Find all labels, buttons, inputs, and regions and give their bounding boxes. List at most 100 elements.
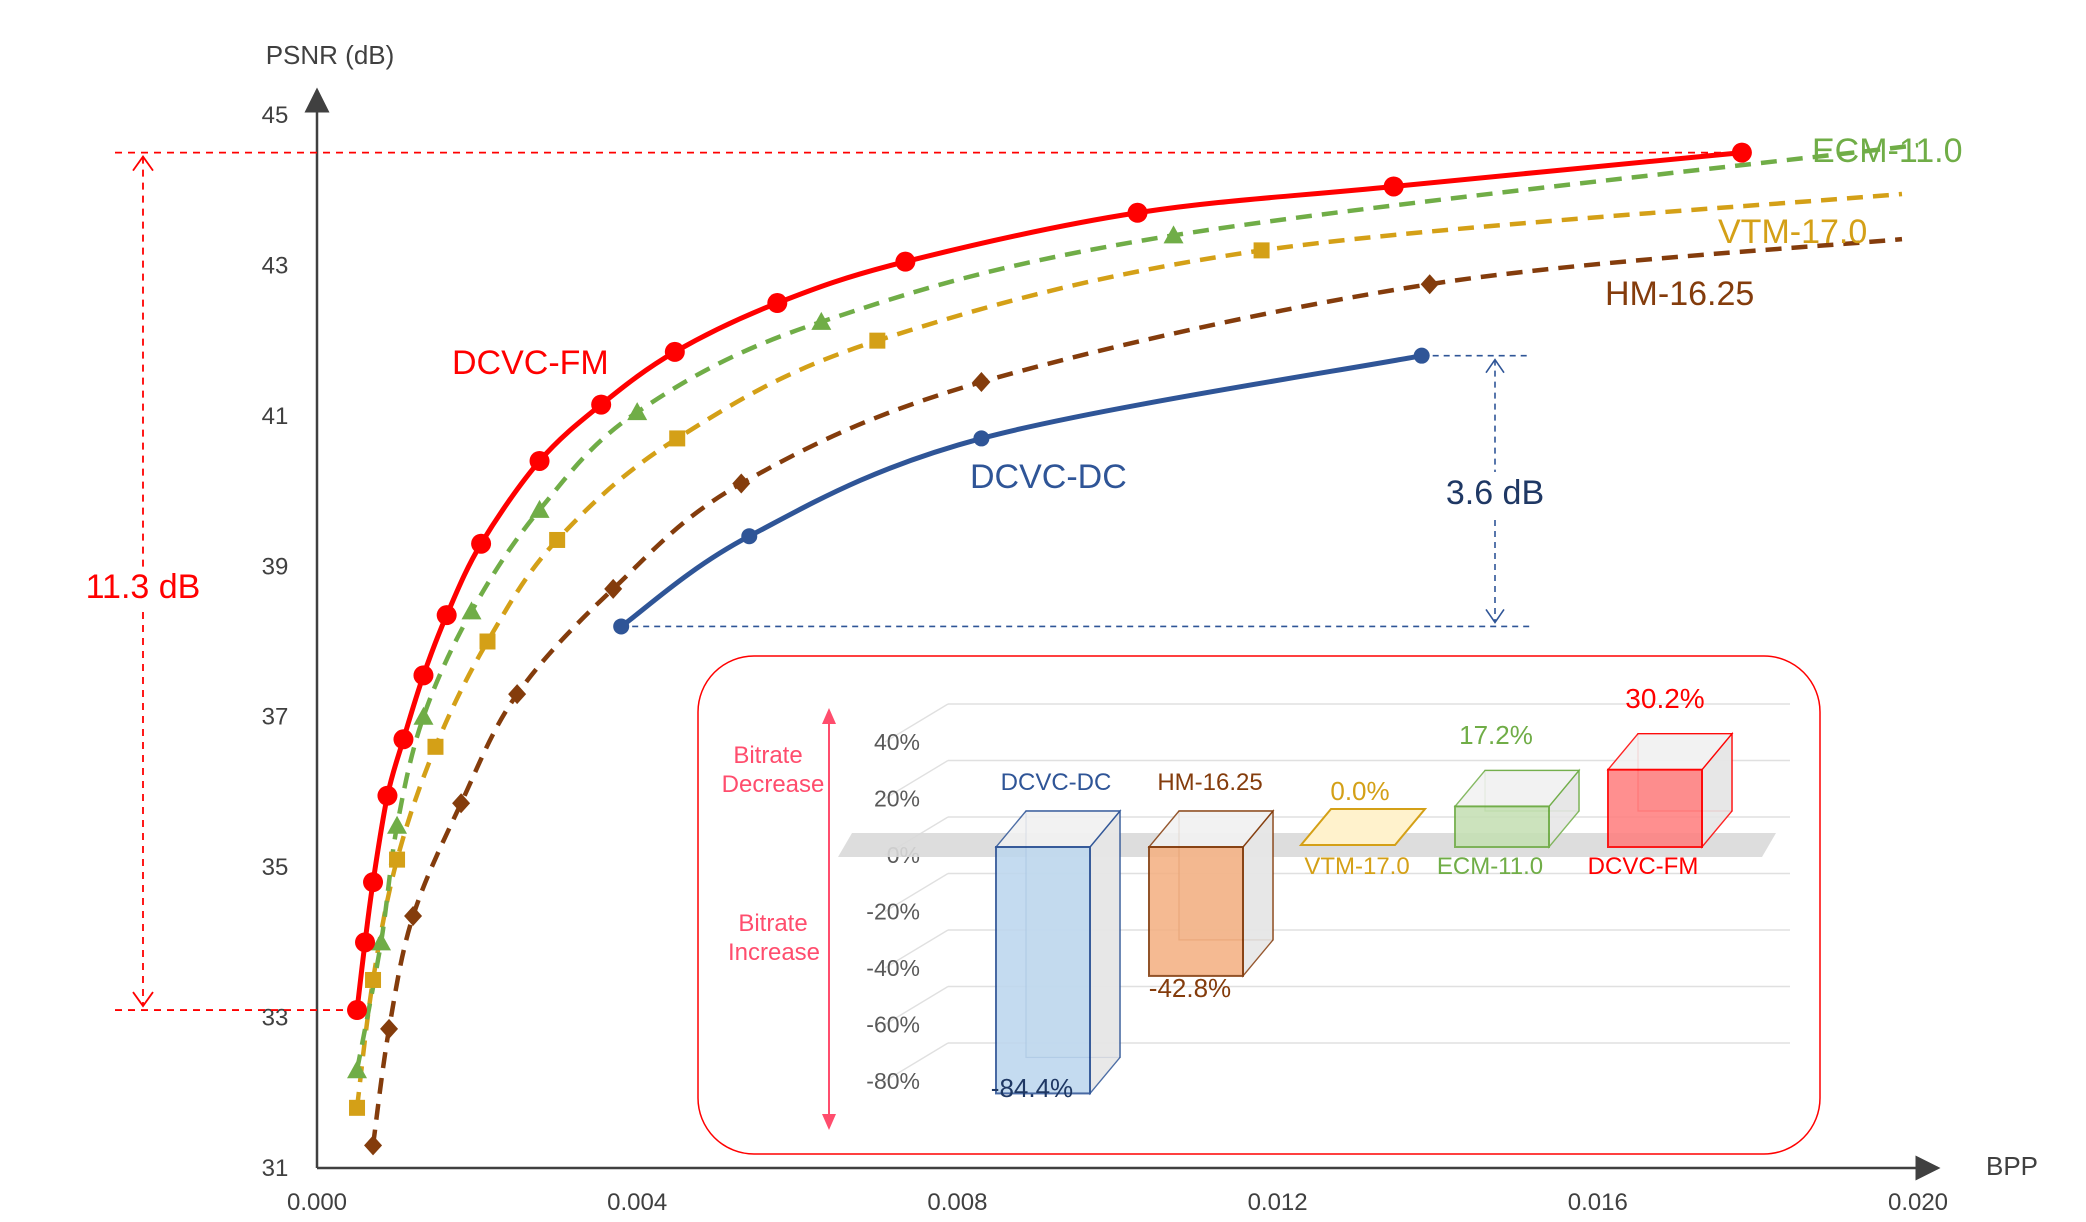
data-point-hm-16.25 <box>604 578 623 599</box>
data-point-dcvc-fm <box>355 932 376 953</box>
y-tick-label: 33 <box>262 1005 289 1032</box>
data-point-ecm-11.0 <box>811 311 832 330</box>
bar-dcvc-dc-side <box>1089 809 1121 1096</box>
bar-hm-16.25 <box>1148 846 1244 977</box>
bar-vtm-17.0 <box>1298 808 1428 846</box>
inset-tick-label: -80% <box>866 1068 920 1094</box>
data-point-dcvc-fm <box>471 533 492 554</box>
inset-tick-label: 40% <box>874 729 920 755</box>
y-tick-label: 31 <box>262 1155 289 1182</box>
data-point-vtm-17.0 <box>669 430 686 447</box>
data-point-ecm-11.0 <box>413 706 434 725</box>
x-tick-label: 0.012 <box>1248 1189 1308 1216</box>
data-point-hm-16.25 <box>452 793 471 814</box>
inset-gridline <box>884 1042 949 1082</box>
arrowhead-icon <box>1485 609 1505 624</box>
bar-category-label: ECM-11.0 <box>1437 853 1543 880</box>
data-point-dcvc-fm <box>393 729 414 750</box>
gap-annotations <box>115 151 1742 1011</box>
bar-ecm-11.0 <box>1454 805 1550 848</box>
data-point-vtm-17.0 <box>389 851 406 868</box>
series-line-vtm-17.0 <box>354 191 1903 1109</box>
bar-category-label: HM-16.25 <box>1157 769 1262 796</box>
data-point-vtm-17.0 <box>427 738 444 755</box>
axes <box>304 87 1941 1181</box>
x-axis-title: BPP <box>1986 1151 2038 1181</box>
data-point-vtm-17.0 <box>365 971 382 988</box>
data-point-hm-16.25 <box>732 473 751 494</box>
data-point-hm-16.25 <box>508 684 527 705</box>
inset-tick-label: -60% <box>866 1012 920 1038</box>
data-point-hm-16.25 <box>972 372 991 393</box>
data-point-vtm-17.0 <box>349 1099 366 1116</box>
series-labels: DCVC-FM ECM-11.0 VTM-17.0 HM-16.25 DCVC-DC <box>452 132 1963 496</box>
data-point-ecm-11.0 <box>347 1060 368 1079</box>
data-point-dcvc-fm <box>347 1000 368 1021</box>
data-point-ecm-11.0 <box>529 499 550 518</box>
data-point-vtm-17.0 <box>869 332 886 349</box>
bitrate-side-label: Decrease <box>722 771 825 798</box>
bitrate-side-label: Bitrate <box>733 742 802 769</box>
data-point-ecm-11.0 <box>461 601 482 620</box>
data-point-dcvc-dc <box>613 618 630 635</box>
data-point-dcvc-fm <box>377 785 398 806</box>
y-tick-label: 41 <box>262 403 289 430</box>
series-label-vtm: VTM-17.0 <box>1718 213 1867 251</box>
inset-gridline <box>884 929 949 969</box>
tick-labels: 0.000 0.004 0.008 0.012 0.016 0.020 31 33 35 37 39… <box>262 102 1948 1216</box>
series-markers <box>347 142 1752 1156</box>
bar-value-label: 17.2% <box>1459 720 1533 750</box>
data-point-dcvc-dc <box>973 430 990 447</box>
arrowhead-icon <box>1485 358 1505 374</box>
arrowhead-icon <box>132 991 154 1008</box>
bar-value-label: 0.0% <box>1330 776 1389 806</box>
series-label-dcvc-dc: DCVC-DC <box>970 458 1127 496</box>
y-tick-label: 45 <box>262 102 289 129</box>
x-tick-label: 0.008 <box>927 1189 987 1216</box>
bar-category-label: VTM-17.0 <box>1304 853 1409 880</box>
data-point-dcvc-fm <box>1731 142 1752 163</box>
bar-category-label: DCVC-FM <box>1588 853 1699 880</box>
data-point-hm-16.25 <box>364 1135 383 1156</box>
data-point-dcvc-fm <box>664 341 685 362</box>
x-tick-label: 0.020 <box>1888 1189 1948 1216</box>
y-tick-label: 37 <box>262 704 289 731</box>
series-line-ecm-11.0 <box>354 142 1919 1071</box>
bar-dcvc-fm <box>1607 768 1703 848</box>
arrowhead-icon <box>822 1114 836 1130</box>
arrowhead-icon <box>132 155 154 172</box>
series-label-hm: HM-16.25 <box>1605 275 1754 313</box>
data-point-hm-16.25 <box>380 1018 399 1039</box>
inset-gridline <box>884 703 949 743</box>
bar-dcvc-dc <box>995 846 1091 1095</box>
data-point-dcvc-fm <box>413 665 434 686</box>
data-point-dcvc-dc <box>741 528 758 545</box>
inset-tick-label: -20% <box>866 899 920 925</box>
series-label-dcvc-fm: DCVC-FM <box>452 344 609 382</box>
inset-gridline <box>884 759 949 800</box>
y-tick-label: 43 <box>262 252 289 279</box>
series-line-dcvc-dc <box>619 353 1423 629</box>
data-point-hm-16.25 <box>404 906 423 927</box>
inset-tick-label: 20% <box>874 786 920 812</box>
inset-tick-label: -40% <box>866 955 920 981</box>
x-tick-label: 0.016 <box>1568 1189 1628 1216</box>
gap-label-right: 3.6 dB <box>1446 474 1544 512</box>
x-tick-label: 0.000 <box>287 1189 347 1216</box>
y-tick-label: 35 <box>262 854 289 881</box>
y-tick-label: 39 <box>262 553 289 580</box>
bitrate-inset: 40%20%0%-20%-40%-60%-80%BitrateDecreaseB… <box>697 655 1821 1155</box>
data-point-dcvc-fm <box>591 394 612 415</box>
data-point-dcvc-fm <box>767 293 788 314</box>
y-axis-title: PSNR (dB) <box>266 40 395 70</box>
inset-gridline <box>884 985 949 1026</box>
data-point-dcvc-fm <box>436 605 457 626</box>
bitrate-side-label: Increase <box>728 939 820 966</box>
bar-category-label: DCVC-DC <box>1001 769 1112 796</box>
data-point-ecm-11.0 <box>387 815 408 834</box>
series-label-ecm: ECM-11.0 <box>1812 132 1963 170</box>
series-line-hm-16.25 <box>370 236 1903 1146</box>
x-tick-label: 0.004 <box>607 1189 667 1216</box>
data-point-vtm-17.0 <box>549 531 566 548</box>
